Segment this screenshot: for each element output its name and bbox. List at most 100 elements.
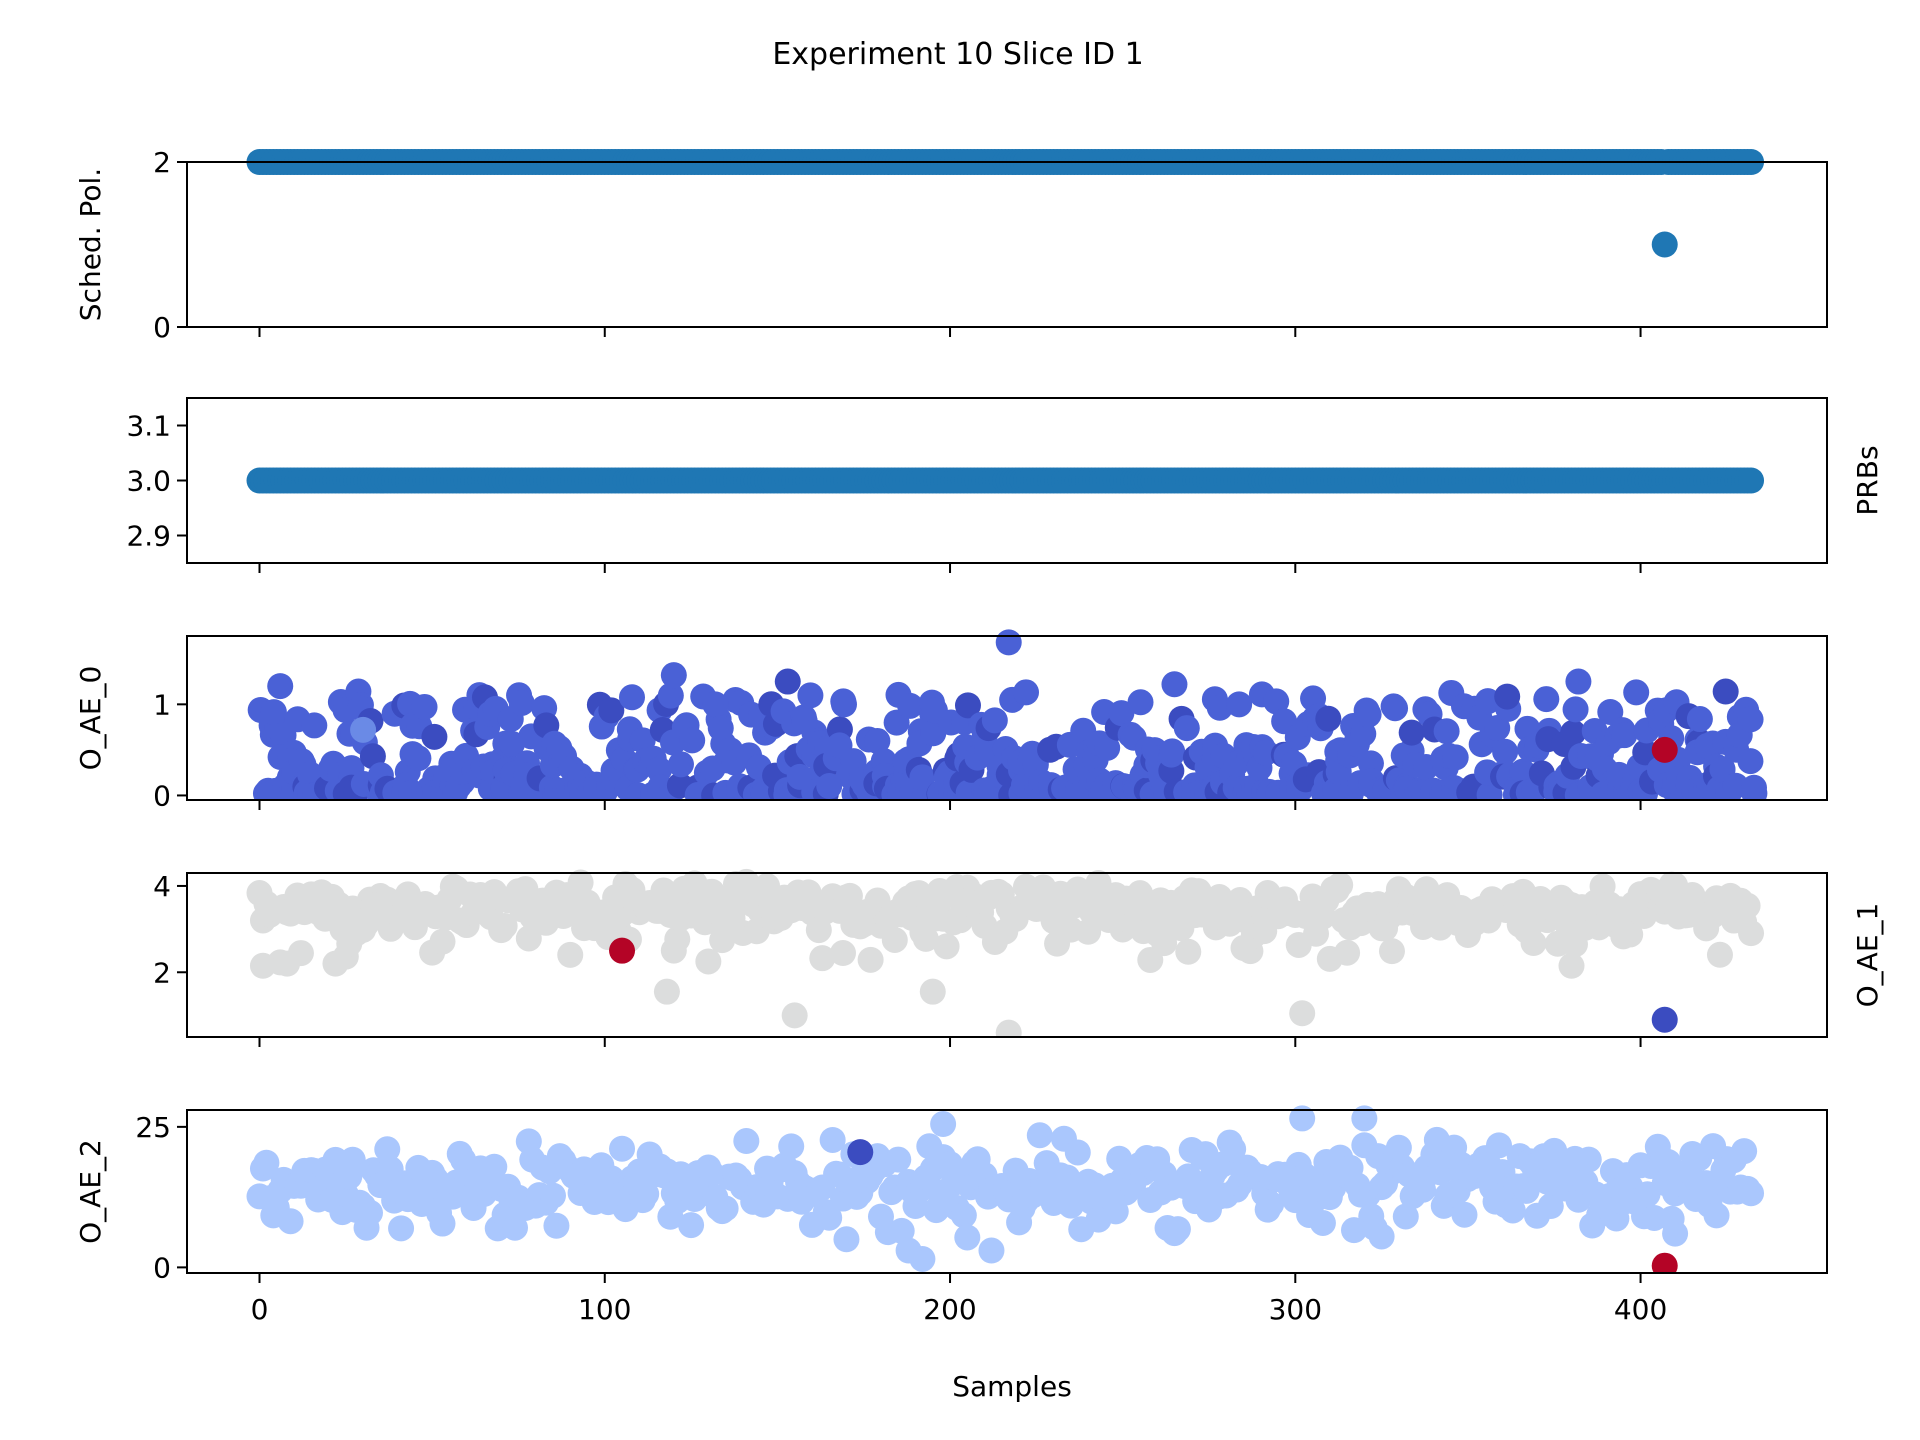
data-point <box>816 773 843 800</box>
data-point <box>1355 701 1382 728</box>
data-point <box>1315 705 1342 732</box>
data-point <box>1737 706 1764 733</box>
data-point <box>1734 892 1761 919</box>
data-point <box>816 1204 843 1231</box>
subplot-5: 0 25 0 100 200 300 400 O_AE_2 <box>74 1105 1828 1326</box>
data-point <box>1380 693 1407 720</box>
data-point <box>1533 686 1560 713</box>
x-tick-label: 100 <box>578 1293 631 1326</box>
data-point <box>253 1149 280 1176</box>
data-point <box>274 950 301 977</box>
data-point <box>895 1237 922 1264</box>
data-point <box>857 946 884 973</box>
data-point <box>1378 938 1405 965</box>
data-point <box>1706 941 1733 968</box>
axes-frame <box>186 161 1828 328</box>
data-point <box>374 1136 401 1163</box>
data-point <box>515 925 542 952</box>
subplot-4: 2 4 O_AE_1 <box>153 868 1884 1047</box>
data-point <box>1597 698 1624 725</box>
data-point <box>543 1212 570 1239</box>
data-point <box>1075 918 1102 945</box>
data-point <box>421 723 448 750</box>
data-point <box>664 926 691 953</box>
data-point <box>930 1111 957 1138</box>
data-point <box>657 682 684 709</box>
data-point <box>1263 688 1290 715</box>
data-point <box>1289 1105 1316 1132</box>
data-point <box>1433 718 1460 745</box>
data-point <box>1258 1191 1285 1218</box>
data-point <box>301 712 328 739</box>
data-point <box>322 950 349 977</box>
data-point <box>912 925 939 952</box>
scatter-points <box>247 629 1768 800</box>
data-point <box>1385 1134 1412 1161</box>
data-point <box>809 945 836 972</box>
y-tick-label: 2 <box>153 956 171 989</box>
data-point <box>712 1195 739 1222</box>
data-point <box>702 691 729 718</box>
data-point <box>774 668 801 695</box>
data-point <box>557 941 584 968</box>
data-point <box>1558 952 1585 979</box>
data-point <box>1159 738 1186 765</box>
data-point <box>567 869 594 896</box>
data-point <box>502 1214 528 1241</box>
y-tick-label: 3.0 <box>126 465 171 498</box>
data-point <box>1334 939 1361 966</box>
subplot-3: 0 1 O_AE_0 <box>74 629 1828 812</box>
y-axis-label: PRBs <box>1851 445 1884 515</box>
x-tick-label: 200 <box>923 1293 976 1326</box>
data-point <box>1537 1193 1564 1220</box>
data-point <box>1575 1146 1602 1173</box>
data-point <box>1617 921 1644 948</box>
data-point <box>1686 706 1713 733</box>
data-point <box>1013 679 1040 706</box>
x-tick-label: 300 <box>1269 1293 1322 1326</box>
data-point <box>1126 880 1153 907</box>
x-axis-label: Samples <box>952 1370 1072 1403</box>
data-point <box>1562 696 1589 723</box>
data-point <box>707 715 734 742</box>
data-point <box>1651 736 1678 763</box>
data-point <box>778 1133 805 1160</box>
data-point <box>1741 774 1767 800</box>
data-point <box>1651 231 1678 258</box>
data-point <box>797 682 824 709</box>
data-point <box>695 948 722 975</box>
data-point <box>411 693 438 720</box>
data-point <box>1712 678 1739 705</box>
y-tick-label: 4 <box>153 870 171 903</box>
data-point <box>954 692 981 719</box>
data-point <box>733 1128 760 1155</box>
data-point <box>1175 938 1202 965</box>
data-point <box>356 1199 383 1226</box>
data-point <box>1206 694 1233 721</box>
data-point <box>481 1153 508 1180</box>
data-point <box>1565 668 1592 695</box>
data-point <box>598 697 625 724</box>
data-point <box>1094 734 1121 761</box>
y-axis-label: Sched. Pol. <box>74 168 107 321</box>
scatter-points <box>246 868 1765 1037</box>
data-point <box>1164 1216 1191 1243</box>
data-point <box>660 662 687 689</box>
y-axis-label: O_AE_0 <box>74 666 107 771</box>
data-point <box>350 716 377 743</box>
data-point <box>1520 930 1547 957</box>
scatter-points <box>246 1105 1765 1273</box>
chart-title: Experiment 10 Slice ID 1 <box>772 37 1143 72</box>
data-point <box>1738 920 1765 947</box>
axes-frame <box>186 635 1828 801</box>
data-point <box>1541 1137 1568 1164</box>
data-point <box>1442 744 1469 771</box>
data-point <box>1738 1180 1765 1207</box>
data-point <box>888 1217 915 1244</box>
data-point <box>339 1146 366 1173</box>
data-point <box>679 727 706 754</box>
data-point <box>1494 683 1521 710</box>
data-point <box>1623 679 1650 706</box>
data-point <box>1651 1006 1678 1033</box>
